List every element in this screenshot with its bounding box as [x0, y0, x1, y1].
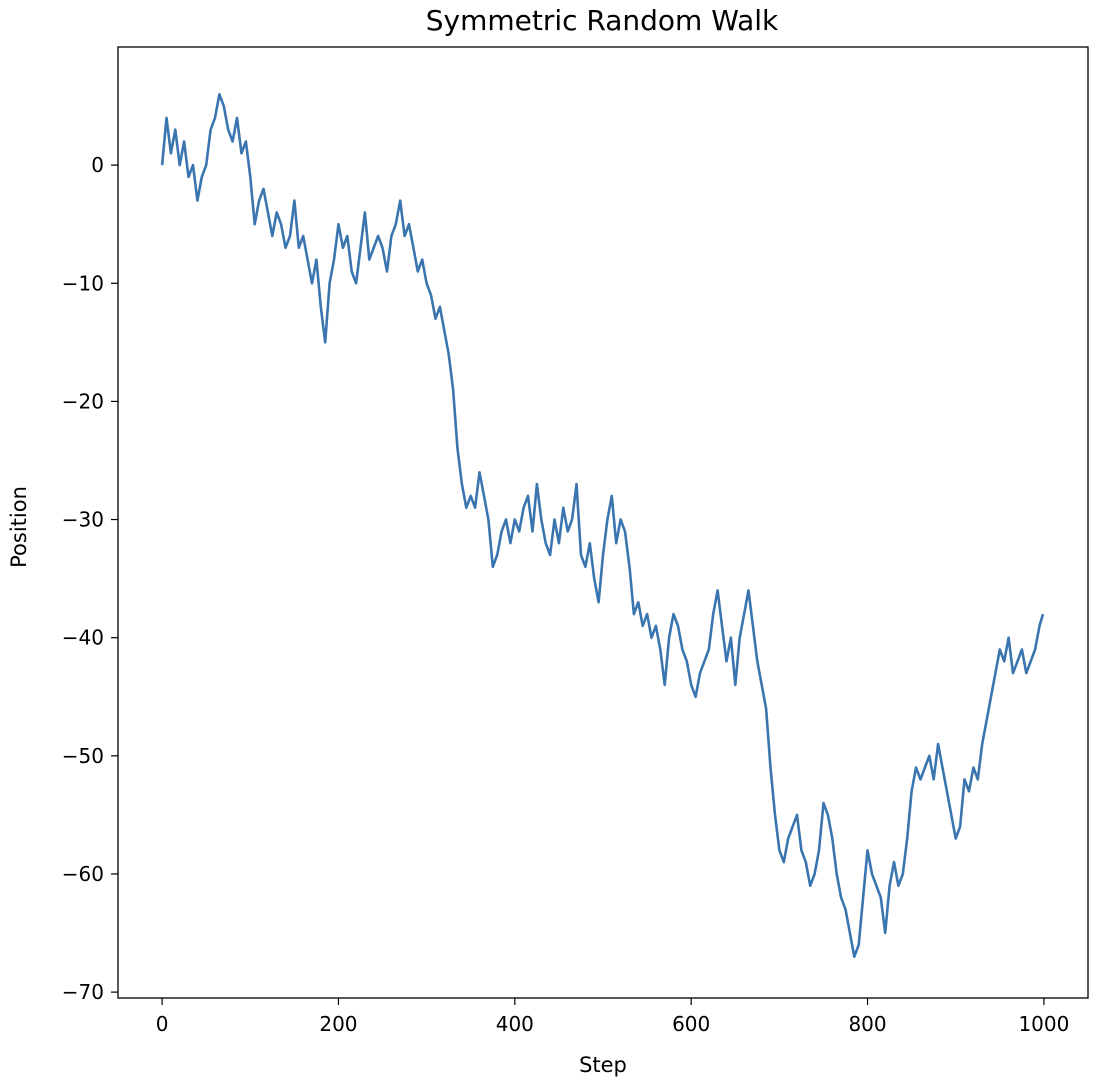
plot-area — [160, 93, 1045, 958]
y-axis-label: Position — [7, 486, 31, 568]
x-tick-label: 0 — [156, 1012, 169, 1036]
y-tick-label: −70 — [62, 980, 104, 1004]
y-tick-label: −50 — [62, 744, 104, 768]
y-tick-label: 0 — [91, 153, 104, 177]
series-line-0 — [160, 93, 1045, 958]
x-tick-label: 400 — [496, 1012, 534, 1036]
x-axis-label: Step — [579, 1053, 627, 1077]
y-tick-label: −40 — [62, 626, 104, 650]
y-tick-label: −10 — [62, 271, 104, 295]
x-tick-label: 200 — [319, 1012, 357, 1036]
y-tick-label: −20 — [62, 389, 104, 413]
y-tick-label: −30 — [62, 508, 104, 532]
chart-title: Symmetric Random Walk — [426, 4, 779, 37]
x-tick-label: 800 — [848, 1012, 886, 1036]
y-axis-ticks: 0 −10 −20 −30 −40 −50 −60 −70 — [62, 153, 118, 1004]
x-tick-label: 600 — [672, 1012, 710, 1036]
plot-frame — [117, 46, 1089, 999]
y-tick-label: −60 — [62, 862, 104, 886]
x-axis-ticks: 0 200 400 600 800 1000 — [156, 998, 1069, 1036]
x-tick-label: 1000 — [1018, 1012, 1069, 1036]
